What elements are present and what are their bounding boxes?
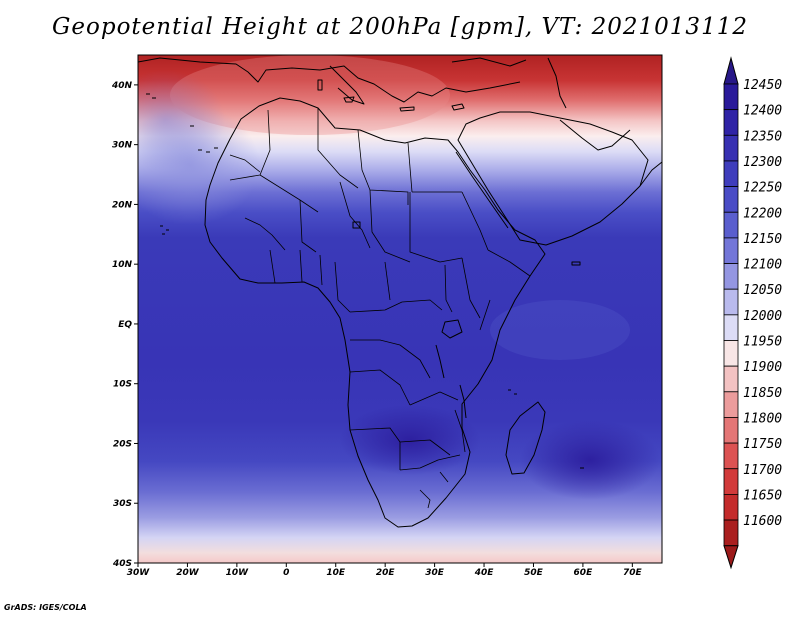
height-field — [138, 55, 662, 563]
red-sea-coastline — [455, 151, 509, 229]
colorbar-label: 12300 — [743, 155, 782, 170]
caspian-coastline — [547, 57, 567, 109]
colorbar: 12450 12400 12350 12300 12250 12200 12150 12100… — [723, 56, 782, 570]
colorbar-label: 12000 — [743, 309, 782, 324]
colorbar-label: 11850 — [743, 386, 782, 401]
latitude-axis: 40N 30N 20N 10N EQ 10S 20S 30S 40S — [111, 81, 138, 569]
madagascar-coastline — [505, 401, 546, 475]
europe-coastline — [138, 57, 521, 103]
sicily — [343, 96, 355, 103]
italy-coastline — [329, 65, 365, 105]
colorbar-label: 11750 — [743, 437, 782, 452]
colorbar-label: 11800 — [743, 411, 782, 426]
persian-gulf-coastline — [559, 119, 631, 151]
colorbar-label: 11900 — [743, 360, 782, 375]
lake-victoria — [441, 319, 463, 339]
colorbar-label: 12350 — [743, 129, 782, 144]
plot-frame — [137, 54, 663, 564]
longitude-axis: 30W 20W 10W 0 10E 20E 30E 40E 50E 60E 70E — [127, 563, 643, 578]
colorbar-swatch — [723, 314, 739, 341]
colorbar-label: 12050 — [743, 283, 782, 298]
colorbar-label: 12400 — [743, 104, 782, 119]
colorbar-label: 11650 — [743, 488, 782, 503]
lon-tick-label: 20E — [376, 568, 396, 578]
colorbar-swatch — [723, 519, 739, 547]
colorbar-label: 12450 — [743, 78, 782, 93]
colorbar-swatch — [723, 109, 739, 136]
country-borders — [229, 108, 531, 509]
lon-tick-label: 70E — [623, 568, 643, 578]
lon-tick-label: 40E — [474, 568, 495, 578]
colorbar-bottom-arrow — [723, 545, 739, 570]
comoros — [508, 389, 517, 395]
lon-tick-label: 60E — [574, 568, 594, 578]
colorbar-swatch — [723, 493, 739, 521]
coastlines — [138, 57, 662, 528]
lake-malawi — [459, 384, 467, 419]
colorbar-swatch — [723, 365, 739, 393]
colorbar-swatch — [723, 288, 739, 316]
colorbar-swatch — [723, 417, 739, 444]
azores — [146, 93, 156, 99]
lat-tick-label: 10N — [112, 260, 133, 270]
colorbar-label: 12100 — [743, 258, 782, 273]
asia-coast-east — [639, 161, 662, 187]
colorbar-swatch — [723, 211, 739, 239]
lat-tick-label: 30N — [112, 141, 133, 151]
lon-tick-label: 20W — [176, 568, 200, 578]
colorbar-swatch — [723, 237, 739, 264]
map-title: Geopotential Height at 200hPa [gpm], VT:… — [52, 14, 748, 40]
crete — [399, 106, 415, 112]
lon-tick-label: 30W — [127, 568, 151, 578]
colorbar-swatch — [723, 160, 739, 187]
colorbar-label: 11700 — [743, 463, 782, 478]
lon-tick-label: 0 — [283, 568, 289, 578]
sardinia — [317, 79, 323, 91]
black-sea-coastline — [451, 57, 527, 67]
colorbar-top-arrow — [723, 56, 739, 85]
lon-tick-label: 30E — [425, 568, 445, 578]
cape-verde — [160, 225, 169, 235]
lake-tanganyika — [435, 344, 445, 379]
lat-tick-label: 10S — [113, 380, 132, 390]
canary-islands — [198, 147, 218, 153]
colorbar-swatch — [723, 391, 739, 418]
colorbar-swatch — [723, 263, 739, 290]
lon-tick-label: 50E — [524, 568, 544, 578]
colorbar-label: 12250 — [743, 181, 782, 196]
colorbar-label: 11950 — [743, 335, 782, 350]
colorbar-swatch — [723, 442, 739, 470]
colorbar-swatch — [723, 83, 739, 111]
cyprus — [451, 103, 465, 111]
colorbar-label: 12150 — [743, 232, 782, 247]
lat-tick-label: EQ — [118, 320, 132, 330]
grads-credit: GrADS: IGES/COLA — [4, 603, 87, 612]
colorbar-label: 11600 — [743, 514, 782, 529]
colorbar-label: 12200 — [743, 206, 782, 221]
lat-tick-label: 20S — [113, 439, 132, 449]
colorbar-swatch — [723, 134, 739, 162]
lon-tick-label: 10E — [326, 568, 346, 578]
colorbar-swatch — [723, 186, 739, 213]
lat-tick-label: 20N — [112, 200, 133, 210]
colorbar-swatch — [723, 340, 739, 367]
africa-coastline — [204, 97, 546, 528]
lon-tick-label: 10W — [226, 568, 250, 578]
colorbar-swatch — [723, 468, 739, 495]
socotra — [571, 261, 581, 266]
lat-tick-label: 30S — [113, 499, 132, 509]
lat-tick-label: 40S — [112, 559, 132, 569]
arabia-coastline — [457, 111, 649, 246]
lat-tick-label: 40N — [111, 81, 133, 91]
